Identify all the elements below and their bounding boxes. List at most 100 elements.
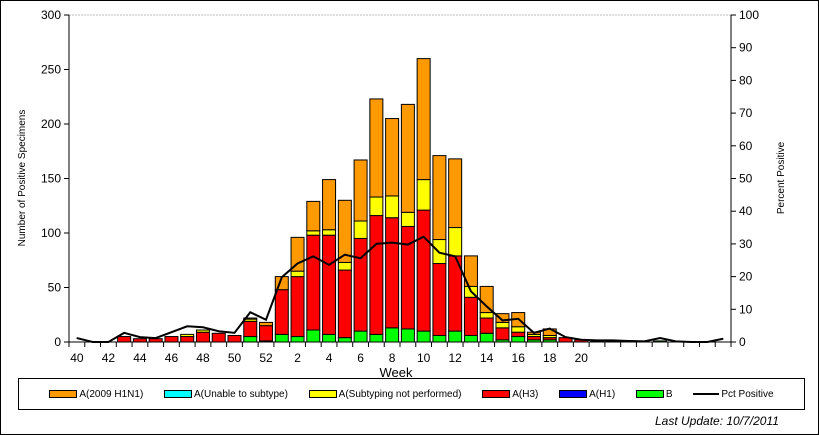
pct-positive-point: [281, 276, 283, 278]
x-tick-label: 42: [102, 351, 116, 365]
pct-positive-point: [438, 252, 440, 254]
pct-positive-point: [706, 341, 708, 343]
pct-positive-point: [580, 339, 582, 341]
pct-positive-point: [486, 305, 488, 307]
pct-positive-point: [202, 326, 204, 328]
pct-positive-point: [565, 336, 566, 338]
bar-a-h3--wk10: [416, 209, 431, 332]
legend-swatch: [164, 390, 192, 398]
bar-a-2009-h1n1--wk15: [495, 313, 510, 323]
y-tick-label: 250: [41, 63, 61, 77]
pct-positive-point: [375, 243, 377, 245]
legend-item: A(H3): [482, 389, 538, 400]
legend: A(2009 H1N1) A(Unable to subtype) A(Subtyp…: [18, 378, 805, 410]
bar-a-subtyping-not-performed--wk4: [322, 229, 337, 236]
y2-tick-label: 50: [739, 172, 753, 186]
chart-svg: Number of Positive Specimens Percent Pos…: [17, 8, 787, 378]
pct-positive-point: [218, 330, 220, 332]
bar-a-2009-h1n1--wk2: [290, 236, 305, 272]
y2-tick-label: 10: [739, 302, 753, 316]
bar-a-subtyping-not-performed--wk15: [495, 321, 510, 329]
bar-a-2009-h1n1--wk13: [463, 255, 478, 287]
bar-b-wk7: [369, 333, 384, 343]
legend-item: Pct Positive: [693, 389, 774, 400]
bar-a-h3--wk49: [211, 332, 226, 343]
pct-positive-point: [170, 331, 172, 333]
pct-positive-point: [596, 339, 598, 341]
bar-a-2009-h1n1--wk5: [337, 199, 352, 263]
bar-a-subtyping-not-performed--wk14: [479, 312, 494, 319]
pct-positive-point: [155, 337, 157, 339]
bar-a-h3--wk43: [117, 336, 132, 343]
bar-a-h3--wk16: [511, 331, 526, 338]
bar-a-2009-h1n1--wk7: [369, 98, 384, 198]
bar-a-2009-h1n1--wk52: [259, 321, 274, 327]
y-tick-label: 0: [54, 335, 61, 349]
x-tick-label: 2: [294, 351, 301, 365]
bar-a-h3--wk52: [259, 325, 274, 342]
bar-a-subtyping-not-performed--wk3: [306, 230, 321, 236]
bar-a-h3--wk47: [180, 336, 195, 343]
bar-a-subtyping-not-performed--wk8: [385, 195, 400, 219]
pct-positive-point: [360, 257, 362, 259]
pct-positive-line: [76, 235, 724, 343]
bar-a-2009-h1n1--wk9: [400, 103, 415, 213]
legend-label: A(H3): [512, 388, 539, 400]
pct-positive-point: [234, 332, 235, 334]
pct-positive-point: [628, 340, 630, 342]
pct-positive-point: [344, 254, 346, 256]
pct-positive-point: [139, 336, 141, 338]
x-tick-label: 8: [389, 351, 396, 365]
bar-a-2009-h1n1--wk8: [385, 118, 400, 197]
legend-label: A(H1): [589, 388, 616, 400]
legend-label: A(2009 H1N1): [79, 388, 144, 400]
x-tick-label: 52: [259, 351, 273, 365]
x-tick-label: 46: [165, 351, 179, 365]
bar-a-h3--wk14: [479, 317, 494, 334]
pct-positive-point: [391, 242, 393, 244]
bar-a-subtyping-not-performed--wk47: [180, 333, 195, 338]
pct-positive-point: [675, 340, 677, 342]
pct-positive-point: [92, 341, 94, 343]
bar-b-wk4: [322, 333, 337, 343]
bar-a-subtyping-not-performed--wk9: [400, 211, 415, 227]
bar-a-h3--wk13: [463, 296, 478, 336]
bar-b-wk13: [463, 334, 478, 343]
pct-positive-point: [249, 311, 251, 313]
bar-b-wk9: [400, 328, 415, 343]
pct-positive-point: [501, 319, 503, 321]
bar-a-h3--wk4: [322, 234, 337, 335]
bar-a-h3--wk6: [353, 237, 368, 332]
pct-positive-point: [549, 328, 551, 330]
pct-positive-point: [517, 318, 519, 320]
bar-a-2009-h1n1--wk6: [353, 159, 368, 222]
legend-label: A(Subtyping not performed): [338, 388, 462, 400]
x-tick-label: 12: [448, 351, 462, 365]
bar-b-wk2: [290, 336, 305, 343]
pct-positive-point: [186, 325, 188, 327]
bar-a-2009-h1n1--wk10: [416, 58, 431, 181]
pct-positive-point: [691, 341, 693, 343]
legend-swatch: [559, 390, 588, 398]
y2-tick-label: 90: [739, 41, 753, 55]
bar-a-subtyping-not-performed--wk16: [511, 326, 526, 333]
bar-a-subtyping-not-performed--wk7: [369, 196, 384, 217]
legend-label: A(Unable to subtype): [194, 388, 288, 400]
bar-a-subtyping-not-performed--wk12: [448, 227, 463, 257]
x-tick-label: 18: [543, 351, 557, 365]
legend-item: A(Unable to subtype): [164, 389, 288, 400]
bar-a-subtyping-not-performed--wk48: [195, 329, 210, 333]
y2-tick-label: 80: [739, 73, 753, 87]
bar-a-2009-h1n1--wk12: [448, 158, 463, 229]
bar-a-h3--wk11: [432, 263, 447, 336]
legend-swatch: [693, 393, 720, 395]
bar-b-wk8: [385, 327, 400, 343]
pct-positive-point: [76, 337, 78, 339]
bar-a-h3--wk7: [369, 215, 384, 335]
x-tick-label: 6: [357, 351, 364, 365]
bar-b-wk11: [432, 334, 447, 343]
legend-item: B: [635, 388, 673, 400]
y2-tick-label: 20: [739, 270, 753, 284]
bar-b-wk12: [448, 330, 463, 343]
legend-label: B: [665, 388, 673, 400]
